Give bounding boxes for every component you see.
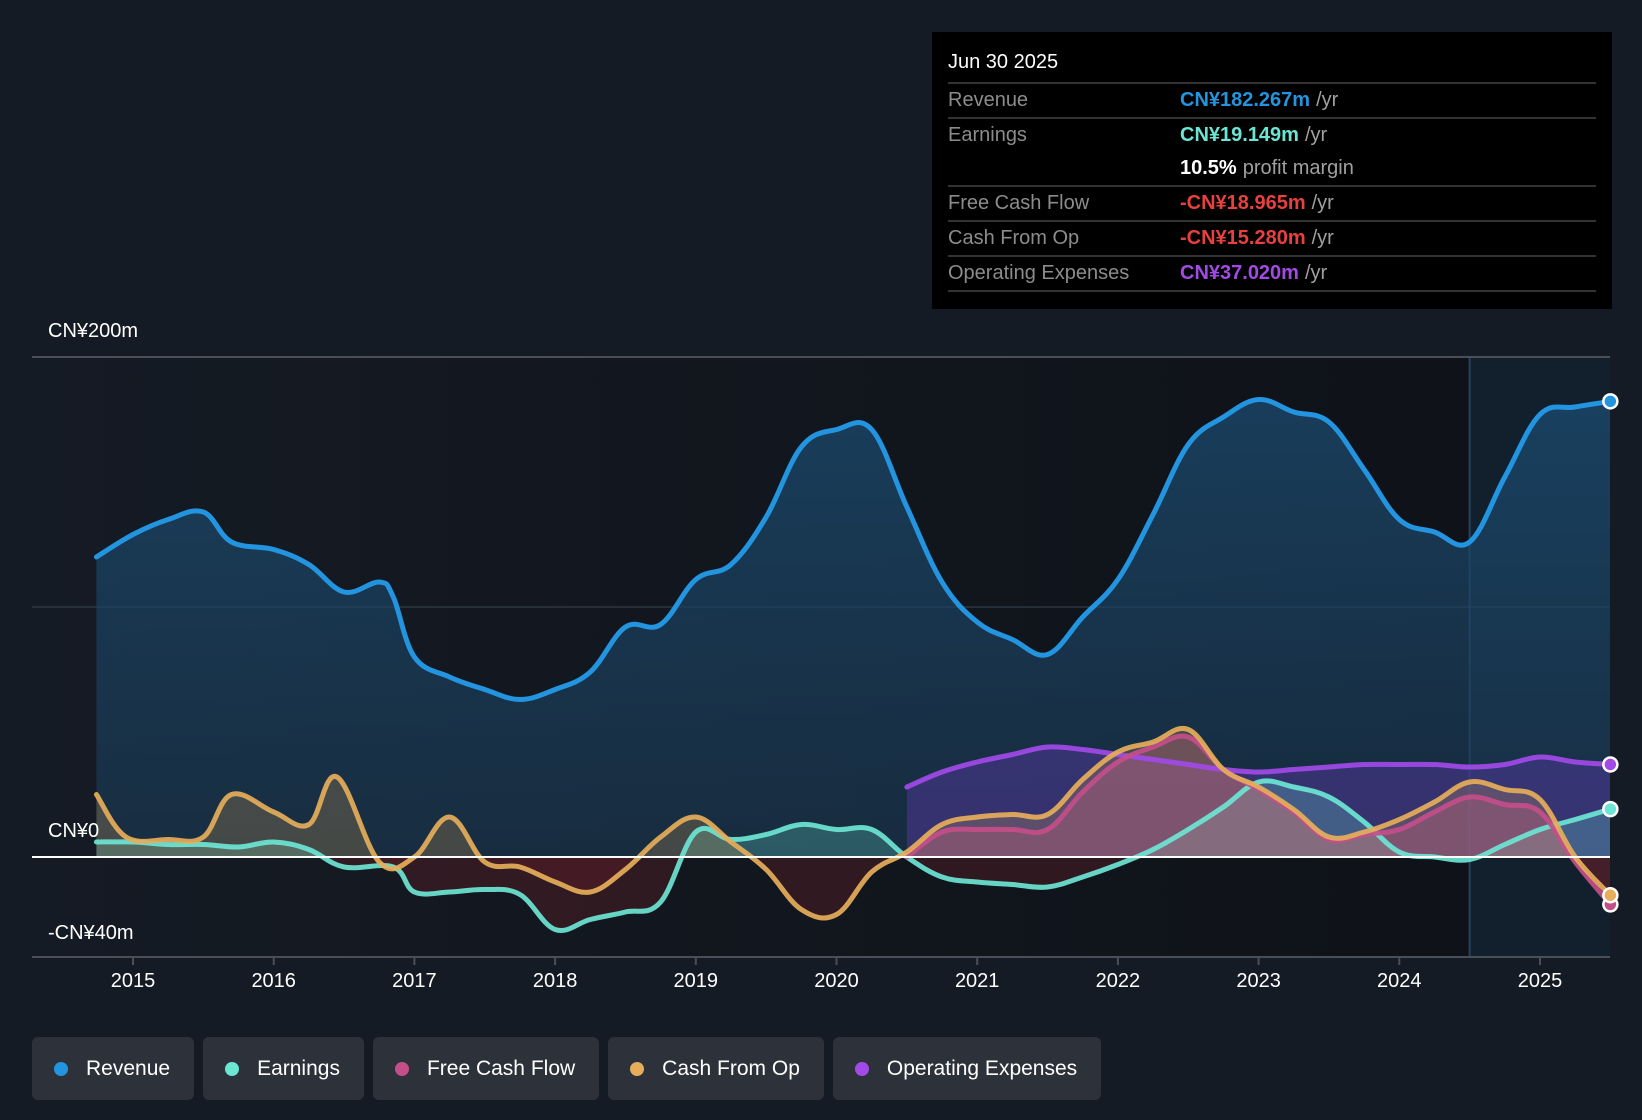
legend-dot-icon <box>630 1061 645 1076</box>
tooltip-unit: /yr <box>1304 124 1328 146</box>
tooltip-unit: /yr <box>1316 89 1339 111</box>
legend-item-revenue[interactable]: Revenue <box>32 1037 195 1100</box>
y-tick-label-200m: CN¥200m <box>48 320 139 342</box>
x-tick-label: 2015 <box>110 970 156 992</box>
tooltip-value: -CN¥18.965m <box>1180 192 1306 214</box>
tooltip-unit: /yr <box>1304 262 1328 284</box>
x-tick-label: 2021 <box>954 970 1000 992</box>
legend-label: Cash From Op <box>662 1056 800 1080</box>
series-endpoints <box>1602 393 1619 913</box>
y-tick-label-neg40m: -CN¥40m <box>48 922 134 944</box>
x-tick-label: 2020 <box>814 970 859 992</box>
x-tick-label: 2018 <box>532 970 578 992</box>
series-areas <box>96 399 1610 931</box>
tooltip-row-free-cash-flow: Free Cash Flow -CN¥18.965m /yr <box>948 187 1596 222</box>
tooltip-row-operating-expenses: Operating Expenses CN¥37.020m /yr <box>948 257 1596 292</box>
x-tick-label: 2022 <box>1095 970 1141 992</box>
tooltip-panel: Jun 30 2025 Revenue CN¥182.267m /yr Earn… <box>932 32 1612 309</box>
cash-from-op-endpoint-marker <box>1602 886 1619 904</box>
tooltip-label: Free Cash Flow <box>948 192 1090 214</box>
legend-dot-icon <box>225 1061 240 1076</box>
operating-expenses-area-fill <box>906 746 1610 857</box>
legend-label: Revenue <box>86 1056 171 1080</box>
tooltip-row-profit-margin: 10.5% profit margin <box>948 152 1596 187</box>
legend: Revenue Earnings Free Cash Flow Cash Fro… <box>32 1037 1102 1100</box>
earnings-endpoint-marker <box>1602 800 1619 818</box>
y-tick-label-0: CN¥0 <box>48 820 100 842</box>
x-tick-label: 2016 <box>251 970 296 992</box>
revenue-area-fill <box>96 399 1610 857</box>
x-axis <box>132 957 1541 965</box>
legend-dot-icon <box>54 1061 68 1076</box>
operating-expenses-endpoint-marker <box>1602 756 1619 773</box>
legend-item-free-cash-flow[interactable]: Free Cash Flow <box>372 1037 600 1100</box>
cash-from-op-area-positive <box>96 728 1610 857</box>
tooltip-unit: /yr <box>1311 192 1334 214</box>
tooltip-label <box>948 152 1180 185</box>
tooltip-value: 10.5% <box>1180 157 1237 179</box>
earnings-area-negative-fill <box>96 857 1610 931</box>
legend-item-earnings[interactable]: Earnings <box>203 1037 364 1100</box>
x-tick-label: 2017 <box>392 970 437 992</box>
revenue-line <box>93 396 1610 702</box>
x-tick-label: 2023 <box>1236 970 1281 992</box>
legend-label: Earnings <box>257 1056 340 1080</box>
series-lines <box>93 396 1610 933</box>
tooltip-row-revenue: Revenue CN¥182.267m /yr <box>948 84 1596 119</box>
revenue-endpoint-marker <box>1602 393 1619 410</box>
tooltip-label: Operating Expenses <box>948 262 1130 284</box>
free-cash-flow-area-positive <box>906 736 1610 857</box>
revenue-area-positive <box>96 399 1610 857</box>
cash-from-op-area-negative-fill <box>96 857 1610 919</box>
earnings-line <box>93 778 1610 933</box>
tooltip-label: Cash From Op <box>948 227 1080 249</box>
cash-from-op-line <box>93 725 1610 921</box>
legend-label: Operating Expenses <box>886 1056 1078 1080</box>
tooltip-value: CN¥19.149m <box>1180 124 1299 146</box>
tooltip-label: Earnings <box>948 124 1027 146</box>
tooltip-label: Revenue <box>948 89 1029 111</box>
tooltip-row-earnings: Earnings CN¥19.149m /yr <box>948 119 1596 152</box>
legend-item-cash-from-op[interactable]: Cash From Op <box>608 1037 824 1100</box>
x-tick-label: 2024 <box>1377 970 1422 992</box>
x-tick-label: 2025 <box>1517 970 1563 992</box>
tooltip-date: Jun 30 2025 <box>948 46 1596 84</box>
earnings-area-positive <box>96 780 1610 857</box>
tooltip-value: CN¥37.020m <box>1180 262 1299 284</box>
tooltip-row-cash-from-op: Cash From Op -CN¥15.280m /yr <box>948 222 1596 257</box>
earnings-area-negative <box>96 857 1610 931</box>
x-tick-label: 2019 <box>673 970 719 992</box>
tooltip-value: -CN¥15.280m <box>1180 227 1306 249</box>
free-cash-flow-area-fill <box>906 736 1610 857</box>
legend-label: Free Cash Flow <box>426 1056 576 1080</box>
legend-item-operating-expenses[interactable]: Operating Expenses <box>832 1037 1102 1100</box>
legend-dot-icon <box>394 1061 409 1076</box>
tooltip-value: CN¥182.267m <box>1180 89 1311 111</box>
earnings-area-fill <box>96 780 1610 857</box>
tooltip-unit: profit margin <box>1242 157 1354 179</box>
cash-from-op-area-fill <box>96 728 1610 857</box>
operating-expenses-line <box>904 744 1610 790</box>
legend-dot-icon <box>854 1061 869 1076</box>
tooltip-unit: /yr <box>1311 227 1334 249</box>
operating-expenses-area-positive <box>906 746 1610 857</box>
cash-from-op-area-negative <box>96 857 1610 919</box>
